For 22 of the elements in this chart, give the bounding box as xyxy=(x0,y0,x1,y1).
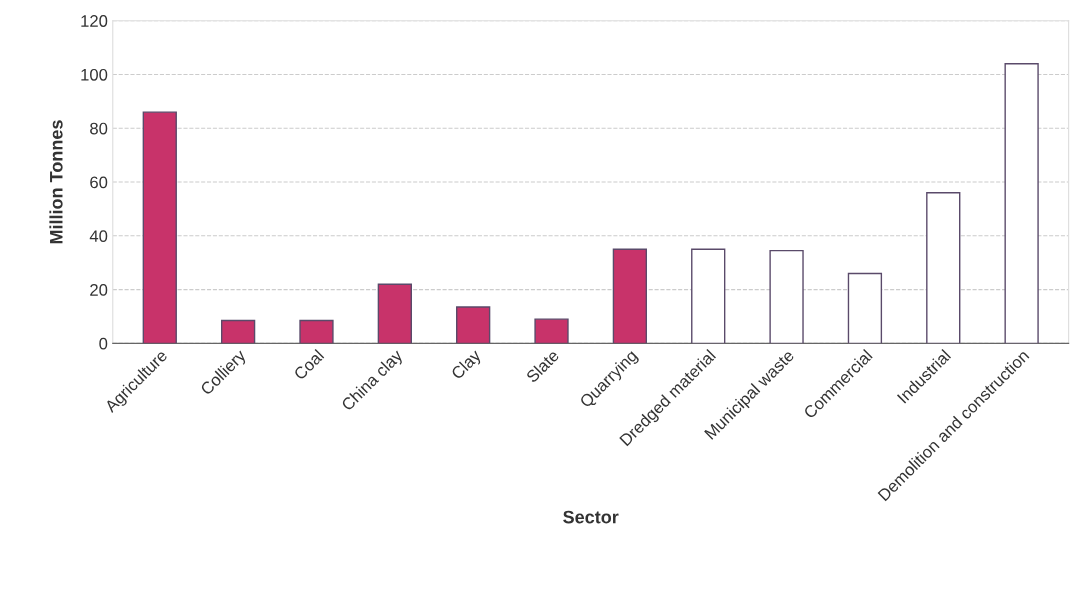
bar xyxy=(377,283,412,344)
bar xyxy=(847,272,883,344)
y-tick-label: 60 xyxy=(90,176,108,189)
y-tick-label: 40 xyxy=(89,230,108,243)
bar xyxy=(612,248,648,344)
y-tick-label: 0 xyxy=(99,337,108,350)
y-tick-label: 100 xyxy=(81,68,108,81)
bar xyxy=(926,192,961,344)
x-tick-label: Clay xyxy=(450,348,485,383)
bar xyxy=(456,306,491,344)
bar xyxy=(220,319,256,344)
bar xyxy=(534,318,569,344)
bar xyxy=(1004,63,1039,344)
y-tick-label: 80 xyxy=(90,122,108,135)
bar xyxy=(142,111,177,344)
bar xyxy=(299,319,334,344)
y-axis-title: Million Tonnes xyxy=(49,120,63,244)
y-tick-label: 20 xyxy=(90,283,108,296)
bar xyxy=(691,248,726,344)
bar xyxy=(769,249,804,344)
x-axis-title: Sector xyxy=(563,510,619,524)
y-tick-label: 120 xyxy=(81,15,108,27)
